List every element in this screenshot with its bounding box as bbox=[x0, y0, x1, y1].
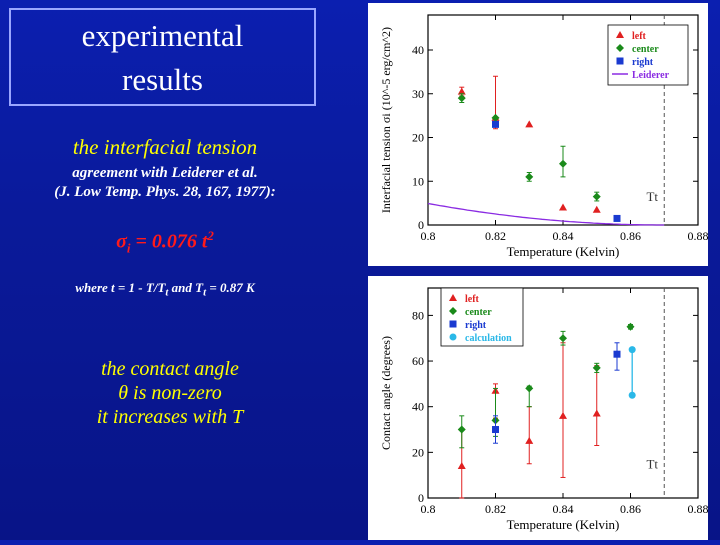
tt-label: Tt bbox=[646, 189, 658, 204]
data-point-calculation bbox=[628, 391, 636, 399]
data-point-center bbox=[525, 384, 534, 393]
y-axis-label: Interfacial tension σi (10^-5 erg/cm^2) bbox=[379, 27, 393, 213]
slide-title-box: experimental results bbox=[9, 8, 316, 106]
legend-label: Leiderer bbox=[632, 70, 670, 81]
slide-title-line2: results bbox=[122, 62, 203, 97]
contact-line2: θ is non-zero bbox=[118, 382, 222, 404]
contact-angle-panel: 0.8 0.82 0.84 0.86 0.88 0 20 40 60 80 Temperature … bbox=[368, 276, 709, 540]
formula: σi = 0.076 t2 bbox=[116, 228, 214, 256]
y-tick-label: 10 bbox=[412, 174, 424, 188]
data-point-left bbox=[592, 409, 601, 417]
y-tick-label: 60 bbox=[412, 354, 424, 368]
legend-marker bbox=[449, 320, 457, 328]
data-point-center bbox=[457, 94, 466, 103]
interfacial-tension-panel: 0.8 0.82 0.84 0.86 0.88 0 10 20 30 40 Temperature … bbox=[368, 3, 709, 266]
leiderer-reference: agreement with Leiderer et al. (J. Low T… bbox=[0, 164, 330, 202]
x-tick-label: 0.82 bbox=[485, 229, 506, 243]
data-point-calculation bbox=[628, 346, 636, 354]
x-tick-label: 0.84 bbox=[553, 229, 574, 243]
x-axis-label: Temperature (Kelvin) bbox=[507, 517, 620, 532]
legend-marker bbox=[616, 44, 624, 52]
where-definition: where t = 1 - T/Tt and Tt = 0.87 K bbox=[75, 280, 255, 299]
data-point-center bbox=[559, 334, 567, 343]
y-tick-label: 20 bbox=[412, 445, 424, 459]
interfacial-tension-chart: 0.8 0.82 0.84 0.86 0.88 0 10 20 30 40 Temperature … bbox=[379, 14, 709, 259]
data-point-right bbox=[492, 120, 499, 128]
data-point-center bbox=[525, 172, 534, 181]
data-point-center bbox=[592, 192, 601, 201]
y-tick-label: 30 bbox=[412, 87, 424, 101]
data-point-left bbox=[559, 203, 567, 211]
legend-label: left bbox=[465, 294, 480, 305]
legend-label: left bbox=[632, 31, 647, 42]
legend-marker bbox=[449, 307, 457, 315]
contact-angle-chart: 0.8 0.82 0.84 0.86 0.88 0 20 40 60 80 Temperature … bbox=[379, 287, 709, 532]
x-tick-label: 0.84 bbox=[553, 502, 574, 516]
data-point-left bbox=[457, 462, 466, 470]
subtitle-interfacial-tension: the interfacial tension bbox=[72, 135, 258, 159]
y-axis-label: Contact angle (degrees) bbox=[379, 336, 393, 450]
data-point-left bbox=[525, 120, 534, 128]
data-point-center bbox=[559, 159, 567, 168]
data-point-left bbox=[457, 87, 466, 95]
legend-marker bbox=[449, 333, 457, 341]
y-tick-label: 40 bbox=[412, 400, 424, 414]
x-tick-label: 0.86 bbox=[620, 229, 641, 243]
x-tick-label: 0.8 bbox=[421, 502, 436, 516]
y-tick-label: 40 bbox=[412, 43, 424, 57]
x-axis-label: Temperature (Kelvin) bbox=[507, 244, 620, 259]
data-point-right bbox=[613, 350, 621, 358]
legend-label: calculation bbox=[465, 333, 512, 344]
leiderer-line2: (J. Low Temp. Phys. 28, 167, 1977): bbox=[54, 184, 276, 200]
contact-line1: the contact angle bbox=[101, 358, 239, 380]
tt-label: Tt bbox=[646, 456, 658, 471]
x-tick-label: 0.88 bbox=[688, 229, 709, 243]
y-tick-label: 0 bbox=[418, 491, 424, 505]
legend-marker bbox=[449, 294, 457, 301]
data-point-center bbox=[457, 425, 466, 434]
data-point-left bbox=[525, 436, 534, 444]
x-tick-label: 0.86 bbox=[620, 502, 641, 516]
x-tick-label: 0.88 bbox=[688, 502, 709, 516]
x-tick-label: 0.8 bbox=[421, 229, 436, 243]
data-point-right bbox=[492, 426, 499, 434]
legend-label: right bbox=[465, 320, 487, 331]
legend-marker bbox=[616, 57, 624, 65]
data-point-left bbox=[559, 411, 567, 419]
contact-angle-text: the contact angle θ is non-zero it incre… bbox=[0, 357, 340, 429]
y-tick-label: 80 bbox=[412, 308, 424, 322]
y-tick-label: 0 bbox=[418, 218, 424, 232]
data-point-center bbox=[491, 113, 500, 122]
leiderer-line1: agreement with Leiderer et al. bbox=[72, 165, 258, 181]
x-tick-label: 0.82 bbox=[485, 502, 506, 516]
slide-title-line1: experimental bbox=[81, 18, 244, 53]
legend-marker bbox=[616, 31, 624, 38]
legend-label: center bbox=[465, 307, 492, 318]
legend-label: right bbox=[632, 57, 654, 68]
data-point-center bbox=[592, 363, 601, 372]
leiderer-curve bbox=[427, 202, 665, 226]
data-point-right bbox=[613, 214, 621, 222]
legend-label: center bbox=[632, 44, 659, 55]
contact-line3: it increases with T bbox=[96, 406, 244, 428]
data-point-center bbox=[626, 322, 635, 331]
data-point-left bbox=[592, 205, 601, 213]
y-tick-label: 20 bbox=[412, 131, 424, 145]
